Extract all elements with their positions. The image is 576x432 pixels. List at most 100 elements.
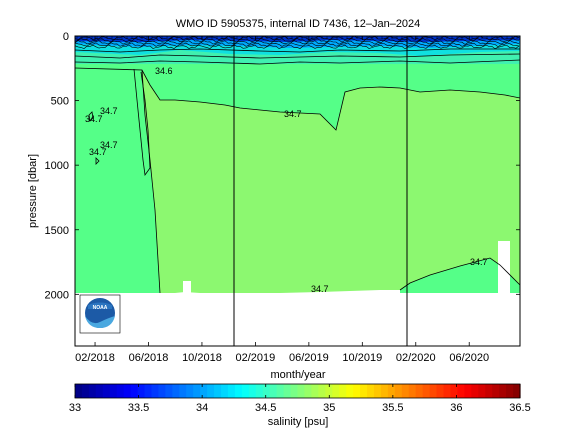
colorbar-frame [74,383,521,399]
colorbar-tick-label: 33 [69,402,81,414]
colorbar-segment [186,384,194,398]
chart-title: WMO ID 5905375, internal ID 7436, 12–Jan… [176,18,421,30]
colorbar-segment [165,384,173,398]
x-tick-label: 10/2018 [182,352,222,364]
colorbar-segment [513,384,521,398]
contour-label: 34.7 [100,140,118,150]
colorbar-label: salinity [psu] [268,416,329,428]
colorbar-segment [436,384,445,398]
colorbar-segment [311,384,319,398]
y-tick-label: 1500 [45,225,69,237]
colorbar-segment [144,384,153,398]
colorbar-segment [248,384,257,398]
y-tick-label: 2000 [45,289,69,301]
contour-label: 34.7 [470,257,488,267]
colorbar-segment [401,384,410,398]
colorbar-segment [450,384,459,398]
salinity-fill-34-7 [142,70,520,293]
colorbar-segment [283,384,292,398]
colorbar-segment [429,384,438,398]
data-gap-2020 [498,241,510,294]
colorbar-segment [443,384,452,398]
no-data-region [75,293,520,346]
colorbar-segment [158,384,166,398]
contour-label: 34.7 [311,284,329,294]
colorbar-segment [179,384,187,398]
colorbar-segment [269,384,278,398]
y-axis: 0 500 1000 1500 2000 [45,31,520,301]
colorbar-segment [109,384,118,398]
colorbar-segment [221,384,229,398]
colorbar-segment [227,384,236,398]
x-tick-label: 02/2018 [75,352,115,364]
colorbar-segment [325,384,333,398]
colorbar-segment [75,384,83,398]
colorbar-segment [200,384,208,398]
colorbar-segment [234,384,243,398]
contour-label: 34.7 [284,109,302,119]
y-tick-label: 500 [51,96,69,108]
colorbar-tick-label: 33.5 [128,402,149,414]
colorbar-segment [255,384,264,398]
contour-label: 34.7 [85,114,103,124]
x-tick-label: 06/2018 [129,352,169,364]
colorbar-segment [137,384,146,398]
colorbar: 33 33.5 34 34.5 35 35.5 36 36.5 [69,383,531,414]
colorbar-segment [492,384,500,398]
colorbar-segment [81,384,90,398]
colorbar-segment [214,384,222,398]
colorbar-segment [499,384,507,398]
x-axis: 02/2018 06/2018 10/2018 02/2019 06/2019 10/20… [75,36,489,364]
surface-contour [74,40,520,45]
contour-labels: 34.6 34.7 34.7 34.7 34.7 34.7 34.7 34.7 [85,66,488,294]
colorbar-segment [241,384,250,398]
colorbar-segment [151,384,160,398]
colorbar-tick-label: 36 [450,402,462,414]
noaa-logo: NOAA [79,294,121,334]
colorbar-segment [193,384,201,398]
colorbar-segment [318,384,326,398]
colorbar-segment [102,384,111,398]
salinity-fill-surface [75,36,520,42]
colorbar-segment [394,384,403,398]
y-tick-label: 0 [63,31,69,43]
surface-contour-cluster [74,35,520,50]
contour-label: 34.6 [155,66,173,76]
colorbar-tick-label: 34 [196,402,208,414]
noaa-logo-text: NOAA [93,305,108,311]
x-tick-label: 10/2019 [342,352,382,364]
colorbar-segment [95,384,104,398]
data-gap-2018 [183,281,191,294]
colorbar-tick-label: 34.5 [255,402,276,414]
colorbar-segment [123,384,132,398]
colorbar-segment [360,384,368,398]
colorbar-segment [506,384,514,398]
colorbar-segment [172,384,180,398]
colorbar-segment [88,384,97,398]
colorbar-segment [332,384,340,398]
colorbar-segment [207,384,215,398]
colorbar-segment [116,384,125,398]
colorbar-tick-label: 35.5 [382,402,403,414]
colorbar-segment [387,384,396,398]
salinity-contours [74,48,521,294]
x-tick-label: 02/2020 [396,352,436,364]
salinity-fill-34-6 [75,64,520,130]
colorbar-tick-label: 36.5 [509,402,530,414]
surface-contour [74,42,520,47]
colorbar-segment [471,384,479,398]
colorbar-segment [485,384,493,398]
colorbar-segment [297,384,306,398]
surface-contour [74,44,520,50]
colorbar-segment [304,384,312,398]
colorbar-segment [290,384,299,398]
colorbar-segment [262,384,271,398]
colorbar-segment [346,384,354,398]
colorbar-tick-label: 35 [323,402,335,414]
colorbar-segment [380,384,389,398]
x-axis-label: month/year [270,369,325,381]
colorbar-segment [422,384,431,398]
x-tick-label: 06/2019 [289,352,329,364]
colorbar-segment [373,384,382,398]
